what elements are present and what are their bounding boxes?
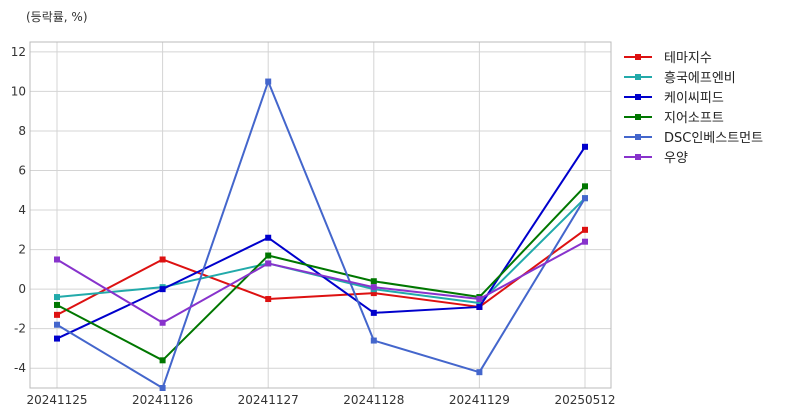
y-tick-label: 10 (11, 84, 26, 98)
data-point (159, 256, 166, 263)
x-tick-label: 20241128 (343, 393, 404, 407)
data-point (582, 143, 588, 150)
x-tick-label: 20250512 (554, 393, 615, 407)
data-point (370, 278, 377, 285)
data-point (476, 303, 483, 310)
data-point (582, 195, 588, 202)
data-point (476, 299, 483, 306)
legend-marker (635, 134, 641, 140)
y-tick-label: -4 (14, 361, 26, 375)
legend-label: 우양 (664, 151, 688, 166)
x-tick-label: 20241126 (132, 393, 193, 407)
data-point (54, 294, 60, 301)
plot-border (29, 41, 612, 389)
x-tick-label: 20241127 (238, 393, 299, 407)
legend-label: 지어소프트 (664, 111, 724, 126)
legend-label: 테마지수 (664, 51, 712, 66)
legend-marker (635, 94, 641, 100)
x-tick-label: 20241129 (449, 393, 510, 407)
y-tick-label: 2 (18, 243, 26, 257)
data-point (265, 260, 272, 267)
data-point (265, 296, 272, 303)
y-tick-label: 12 (11, 45, 26, 59)
data-point (265, 78, 272, 85)
series-line (56, 240, 586, 324)
data-point (54, 256, 60, 263)
data-point (54, 321, 60, 328)
y-tick-label: -2 (14, 322, 26, 336)
data-point (370, 309, 377, 316)
y-tick-label: 0 (18, 282, 26, 296)
data-point (54, 311, 60, 318)
data-point (159, 357, 166, 364)
legend-marker (635, 54, 641, 60)
unit-label: (등락률, %) (26, 10, 88, 24)
series-line (56, 80, 586, 389)
data-point (370, 337, 377, 344)
legend-label: 흥국에프엔비 (664, 71, 736, 86)
data-point (370, 290, 377, 297)
legend-marker (635, 114, 641, 120)
data-point (370, 284, 377, 291)
data-point (582, 183, 588, 190)
data-point (265, 252, 272, 259)
data-point (582, 226, 588, 233)
data-point (159, 385, 166, 391)
y-tick-label: 6 (18, 164, 26, 178)
legend-label: DSC인베스트먼트 (664, 131, 763, 146)
legend-marker (635, 154, 641, 160)
y-tick-label: 4 (18, 203, 26, 217)
series-line (56, 229, 586, 316)
y-tick-label: 8 (18, 124, 26, 138)
plot-area (30, 42, 611, 388)
data-point (476, 296, 483, 303)
data-point (476, 369, 483, 376)
data-point (54, 335, 60, 342)
data-point (582, 238, 588, 245)
data-point (159, 319, 166, 326)
series-line (56, 185, 586, 362)
data-point (54, 301, 60, 308)
x-tick-label: 20241125 (26, 393, 87, 407)
data-point (265, 234, 272, 241)
legend-marker (635, 74, 641, 80)
data-point (159, 286, 166, 293)
legend-label: 케이씨피드 (664, 91, 724, 106)
